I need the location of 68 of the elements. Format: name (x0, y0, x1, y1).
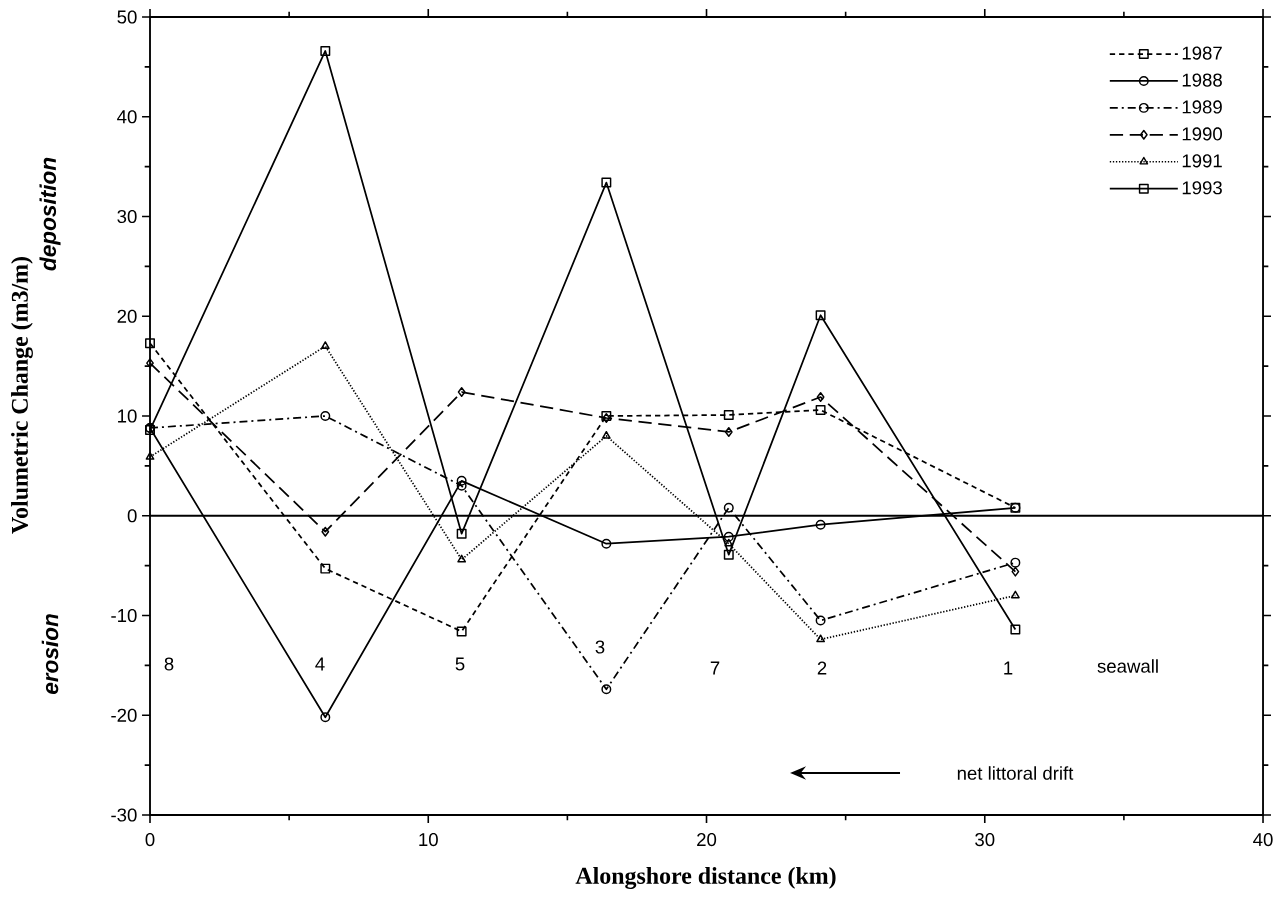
point (723, 531, 734, 542)
point (601, 177, 612, 188)
point (601, 538, 612, 549)
point (456, 475, 467, 486)
annotation: 2 (817, 661, 827, 675)
point (1010, 624, 1021, 635)
y-tick-label: -10 (111, 608, 137, 623)
point (723, 502, 734, 513)
y-tick-label: 40 (117, 110, 137, 124)
point (1011, 566, 1020, 577)
y-tick-label: 50 (117, 10, 137, 24)
text: erosion (41, 614, 59, 695)
point (815, 519, 826, 530)
point (146, 358, 154, 369)
point (724, 426, 733, 437)
x-tick-label: 40 (1253, 832, 1273, 847)
point (815, 615, 826, 626)
point (320, 341, 330, 350)
y-tick-label: -20 (111, 708, 137, 722)
annotation: 5 (455, 657, 465, 671)
point (320, 411, 331, 421)
point (1010, 590, 1020, 599)
text: deposition (39, 157, 61, 271)
y-tick-label: 10 (118, 409, 137, 423)
legend-label: 1991 (1182, 154, 1222, 168)
y-tick-label: 20 (117, 309, 137, 323)
point (457, 387, 466, 398)
point (816, 392, 825, 403)
point (456, 626, 467, 637)
point (321, 526, 330, 537)
x-tick-label: 30 (975, 832, 995, 847)
point (723, 410, 734, 420)
point (145, 338, 155, 349)
legend-label: 1993 (1182, 181, 1222, 195)
annotation: 1 (1004, 661, 1013, 675)
point (1010, 557, 1021, 568)
point (601, 684, 612, 695)
point (601, 430, 611, 439)
x-tick-label: 10 (419, 832, 438, 847)
point (457, 554, 467, 563)
annotation: 7 (710, 661, 720, 675)
annotation: 4 (315, 657, 325, 671)
point (320, 712, 331, 723)
annotation: net littoral drift (957, 766, 1074, 780)
legend-label: 1988 (1182, 73, 1222, 87)
y-tick-label: -30 (111, 808, 137, 822)
annotation: seawall (1097, 659, 1158, 673)
y-tick-label: 30 (117, 209, 137, 224)
y-tick-label: 0 (127, 509, 137, 523)
point (815, 310, 826, 321)
point (456, 480, 467, 491)
point (145, 451, 155, 460)
annotation: 3 (595, 640, 605, 654)
legend-label: 1990 (1182, 127, 1222, 141)
point (723, 549, 734, 560)
point (456, 528, 467, 539)
point (320, 45, 331, 56)
point (724, 538, 734, 547)
legend-label: 1987 (1182, 46, 1222, 60)
point (816, 634, 826, 643)
annotation: 8 (164, 657, 174, 671)
x-tick-label: 0 (145, 832, 155, 847)
y-axis-title: Volumetric Change (m3/m) (11, 257, 33, 534)
x-tick-label: 20 (697, 832, 717, 847)
x-axis-title: Alongshore distance (km) (575, 867, 836, 889)
legend-label: 1989 (1182, 100, 1222, 114)
point (815, 405, 826, 415)
point (320, 563, 331, 574)
